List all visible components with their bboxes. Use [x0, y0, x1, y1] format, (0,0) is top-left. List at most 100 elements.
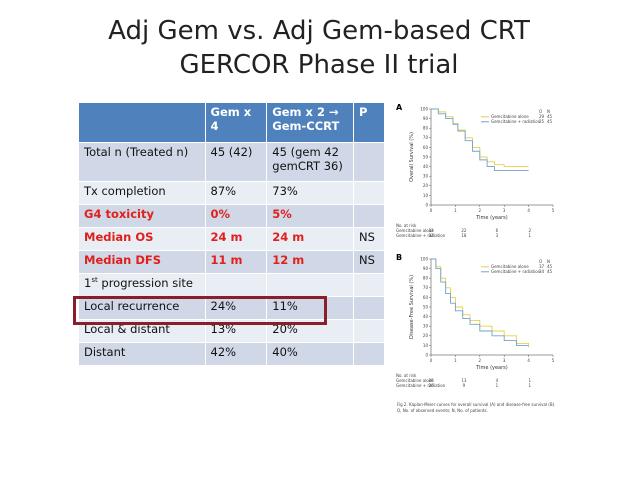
at-risk-value: 33: [428, 228, 434, 233]
slide-title: Adj Gem vs. Adj Gem-based CRT GERCOR Pha…: [0, 14, 638, 82]
y-tick-label: 50: [423, 304, 429, 309]
survival-curve-gemcitabine-radiation: [431, 258, 529, 346]
y-tick-label: 100: [420, 256, 428, 261]
table-header-row: Gem x 4 Gem x 2 → Gem-CCRT P: [78, 102, 385, 143]
x-tick-label: 5: [552, 208, 555, 213]
legend-n: 45: [547, 269, 553, 274]
cell-gem4: 87%: [204, 181, 268, 205]
table-row: Median OS 24 m 24 m NS: [78, 227, 385, 251]
table-row: Median DFS 11 m 12 m NS: [78, 250, 385, 274]
row-label: 1st progression site: [78, 273, 206, 297]
y-tick-label: 10: [423, 193, 429, 198]
legend-n: 45: [547, 114, 553, 119]
cell-p-value: [353, 204, 385, 228]
y-tick-label: 0: [425, 202, 428, 207]
y-tick-label: 20: [423, 183, 429, 188]
cell-gem-ccrt: 24 m: [266, 227, 355, 251]
x-tick-label: 0: [430, 208, 433, 213]
row-label: Distant: [78, 342, 206, 366]
y-tick-label: 70: [423, 285, 429, 290]
at-risk-value: 20: [428, 383, 434, 388]
at-risk-value: 20: [428, 378, 434, 383]
legend-observed: 25: [539, 119, 545, 124]
at-risk-group: Gemcitabine alone: [396, 378, 434, 383]
title-line-1: Adj Gem vs. Adj Gem-based CRT: [108, 16, 530, 46]
at-risk-title: No. at risk: [396, 373, 417, 378]
header-cell-gem4: Gem x 4: [204, 102, 268, 143]
cell-gem-ccrt: 11%: [266, 296, 355, 320]
x-tick-label: 4: [527, 358, 530, 363]
legend-n: 45: [547, 119, 553, 124]
cell-gem-ccrt: 12 m: [266, 250, 355, 274]
cell-p-value: [353, 181, 385, 205]
at-risk-value: 33: [428, 233, 434, 238]
cell-gem-ccrt: 73%: [266, 181, 355, 205]
cell-gem4: 42%: [204, 342, 268, 366]
at-risk-value: 13: [461, 378, 467, 383]
y-tick-label: 40: [423, 164, 429, 169]
y-tick-label: 100: [420, 106, 428, 111]
km-figure-svg: Fig 2. Kaplan-Meier curves for overall s…: [393, 101, 575, 416]
x-axis-title: Time (years): [475, 365, 508, 371]
legend-observed: 34: [539, 269, 545, 274]
figure-caption-line-1: Fig 2. Kaplan-Meier curves for overall s…: [397, 402, 555, 407]
trial-table: Gem x 4 Gem x 2 → Gem-CCRT P Total n (Tr…: [78, 102, 385, 366]
at-risk-value: 3: [496, 233, 499, 238]
legend-entry: Gemcitabine + radiation: [491, 119, 541, 124]
cell-gem4: 13%: [204, 319, 268, 343]
cell-gem4: 24 m: [204, 227, 268, 251]
x-tick-label: 2: [479, 208, 482, 213]
table-row: Tx completion 87% 73%: [78, 181, 385, 205]
y-tick-label: 90: [423, 266, 429, 271]
cell-gem4: [204, 273, 268, 297]
at-risk-value: 2: [529, 228, 532, 233]
at-risk-value: 1: [496, 383, 499, 388]
table-row: Local & distant 13% 20%: [78, 319, 385, 343]
cell-gem-ccrt: 5%: [266, 204, 355, 228]
at-risk-group: Gemcitabine + radiation: [396, 233, 446, 238]
table-row: 1st progression site: [78, 273, 385, 297]
x-tick-label: 3: [503, 208, 506, 213]
legend-entry: Gemcitabine + radiation: [491, 269, 541, 274]
at-risk-value: 22: [461, 228, 467, 233]
at-risk-title: No. at risk: [396, 223, 417, 228]
legend-entry: Gemcitabine alone: [491, 114, 529, 119]
x-axis-title: Time (years): [475, 215, 508, 221]
legend-header-n: N: [547, 259, 550, 264]
y-axis-title: Disease-Free Survival (%): [409, 275, 415, 339]
y-tick-label: 50: [423, 154, 429, 159]
figure-caption-line-2: O, No. of observed events; N, No. of pat…: [397, 408, 488, 413]
cell-p-value: [353, 273, 385, 297]
table-row: G4 toxicity 0% 5%: [78, 204, 385, 228]
y-tick-label: 90: [423, 116, 429, 121]
x-tick-label: 5: [552, 358, 555, 363]
y-tick-label: 80: [423, 276, 429, 281]
y-axis-title: Overall Survival (%): [409, 132, 415, 182]
legend-observed: 29: [539, 114, 545, 119]
legend-header-o: O: [539, 259, 542, 264]
table-body: Total n (Treated n) 45 (42) 45 (gem 42 gem…: [78, 142, 385, 366]
title-line-2: GERCOR Phase II trial: [179, 50, 459, 80]
survival-curve-gemcitabine-radiation: [431, 108, 529, 171]
y-tick-label: 60: [423, 145, 429, 150]
row-label: Median OS: [78, 227, 206, 251]
cell-gem-ccrt: 40%: [266, 342, 355, 366]
row-label-number: 1: [84, 276, 92, 290]
cell-p-value: NS: [353, 227, 385, 251]
table-row: Distant 42% 40%: [78, 342, 385, 366]
at-risk-value: 1: [529, 378, 532, 383]
y-tick-label: 30: [423, 324, 429, 329]
at-risk-value: 1: [529, 383, 532, 388]
row-label-text: progression site: [97, 276, 193, 290]
y-tick-label: 20: [423, 333, 429, 338]
row-label-ordinal: st: [91, 276, 98, 285]
row-label: Median DFS: [78, 250, 206, 274]
table-row: Local recurrence 24% 11%: [78, 296, 385, 320]
cell-p-value: [353, 319, 385, 343]
at-risk-value: 4: [496, 378, 499, 383]
km-figure: Fig 2. Kaplan-Meier curves for overall s…: [393, 101, 575, 416]
at-risk-value: 18: [461, 233, 467, 238]
cell-p-value: NS: [353, 250, 385, 274]
panel-letter: B: [396, 253, 402, 262]
x-tick-label: 2: [479, 358, 482, 363]
